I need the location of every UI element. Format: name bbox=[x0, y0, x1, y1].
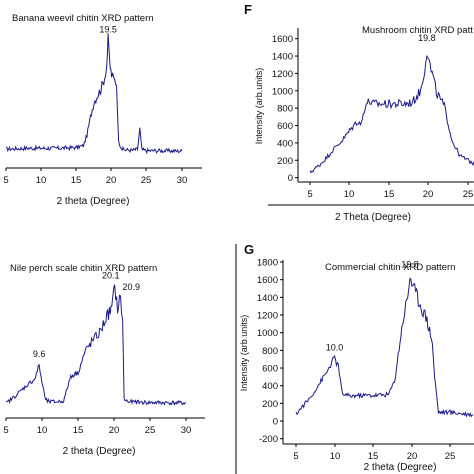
y-tick-label: 400 bbox=[277, 138, 293, 149]
peak-label: 20.9 bbox=[122, 282, 140, 292]
chart-title: Banana weevil chitin XRD pattern bbox=[12, 13, 154, 24]
y-tick-label: 1400 bbox=[272, 52, 293, 63]
y-tick-label: 600 bbox=[277, 121, 293, 132]
x-axis-label: 2 theta (Degree) bbox=[63, 446, 136, 457]
x-tick-label: 15 bbox=[73, 425, 84, 436]
y-tick-label: 1400 bbox=[257, 293, 278, 304]
y-tick-label: 1200 bbox=[257, 311, 278, 322]
x-tick-label: 15 bbox=[71, 175, 82, 186]
y-tick-label: 400 bbox=[262, 381, 278, 392]
x-tick-label: 5 bbox=[3, 175, 8, 186]
y-axis-label: Intensity (arb.units) bbox=[254, 68, 264, 145]
x-tick-label: 20 bbox=[109, 425, 120, 436]
y-axis-label: Intensity (arb.units) bbox=[239, 315, 249, 392]
chart-3: 5 10 15 20 25 30 2 theta (Degree) Nile perch sc… bbox=[3, 263, 205, 457]
series-line bbox=[5, 33, 183, 155]
y-tick-label: 1600 bbox=[257, 275, 278, 286]
series-line bbox=[309, 54, 474, 174]
x-tick-label: 20 bbox=[106, 175, 117, 186]
chart-2: 5 10 15 20 25 2 Theta (Degree) 0 200 400 600 800 10… bbox=[254, 25, 474, 223]
y-tick-label: 800 bbox=[277, 104, 293, 115]
x-axis-label: 2 theta (Degree) bbox=[364, 462, 437, 473]
chart-title: Nile perch scale chitin XRD pattern bbox=[10, 263, 157, 274]
x-tick-label: 30 bbox=[177, 175, 188, 186]
x-tick-label: 5 bbox=[293, 451, 298, 462]
chart-4: 5 10 15 20 25 2 theta (Degree) -200 0 200 400 600 8… bbox=[239, 258, 474, 473]
x-tick-label: 25 bbox=[463, 189, 474, 200]
y-tick-label: 600 bbox=[262, 364, 278, 375]
x-tick-label: 15 bbox=[384, 189, 395, 200]
panel-letter-f: F bbox=[244, 2, 252, 17]
x-tick-label: 10 bbox=[330, 451, 341, 462]
y-tick-label: -200 bbox=[259, 434, 278, 445]
peak-label: 19.8 bbox=[401, 259, 419, 269]
x-tick-label: 10 bbox=[344, 189, 355, 200]
peak-label: 20.1 bbox=[102, 270, 120, 280]
x-tick-label: 20 bbox=[407, 451, 418, 462]
series-line bbox=[6, 284, 187, 407]
x-tick-label: 25 bbox=[445, 451, 456, 462]
x-tick-label: 30 bbox=[181, 425, 192, 436]
y-tick-label: 0 bbox=[288, 173, 293, 184]
chart-title: Commercial chitin XRD pattern bbox=[325, 262, 455, 273]
x-tick-label: 15 bbox=[368, 451, 379, 462]
y-tick-label: 200 bbox=[262, 399, 278, 410]
series-line bbox=[295, 277, 474, 418]
x-axis-label: 2 Theta (Degree) bbox=[335, 212, 411, 223]
panel-letter-g: G bbox=[244, 242, 254, 257]
y-tick-label: 1600 bbox=[272, 34, 293, 45]
x-tick-label: 10 bbox=[36, 175, 47, 186]
peak-label: 10.0 bbox=[326, 342, 344, 352]
chart-title: Mushroom chitin XRD patt bbox=[362, 25, 473, 36]
x-tick-label: 25 bbox=[145, 425, 156, 436]
x-tick-label: 5 bbox=[307, 189, 312, 200]
x-tick-label: 25 bbox=[141, 175, 152, 186]
y-tick-label: 1000 bbox=[272, 86, 293, 97]
x-tick-label: 5 bbox=[3, 425, 8, 436]
x-tick-label: 10 bbox=[37, 425, 48, 436]
peak-label: 19.5 bbox=[99, 24, 117, 34]
x-axis-label: 2 theta (Degree) bbox=[57, 196, 130, 207]
chart-1: 5 10 15 20 25 30 2 theta (Degree) Banana weevil… bbox=[3, 13, 202, 207]
peak-label: 19.8 bbox=[418, 33, 436, 43]
y-tick-label: 1000 bbox=[257, 328, 278, 339]
y-tick-label: 1200 bbox=[272, 69, 293, 80]
x-tick-label: 20 bbox=[423, 189, 434, 200]
y-tick-label: 1800 bbox=[257, 258, 278, 269]
peak-label: 9.6 bbox=[33, 349, 46, 359]
y-tick-label: 800 bbox=[262, 346, 278, 357]
y-tick-label: 200 bbox=[277, 156, 293, 167]
y-tick-label: 0 bbox=[273, 417, 278, 428]
